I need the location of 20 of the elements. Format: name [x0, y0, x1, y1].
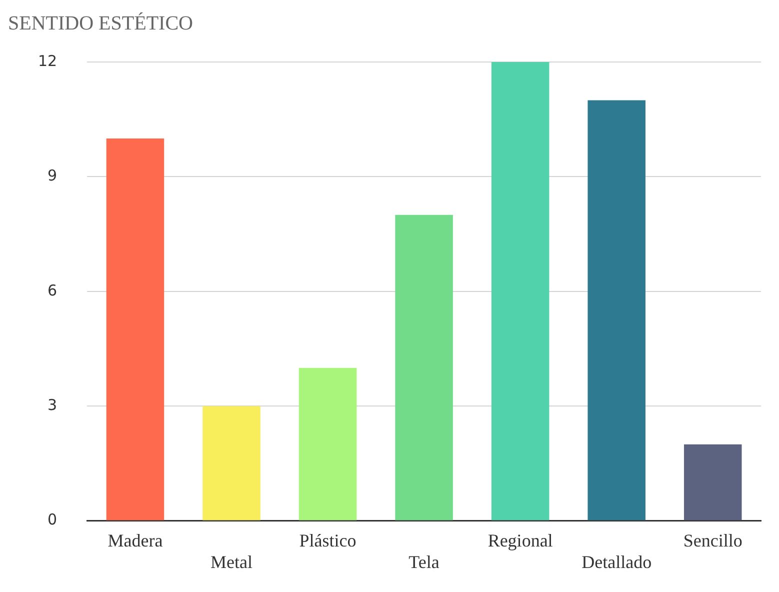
- x-tick-label: Tela: [408, 552, 440, 572]
- bar: [202, 406, 260, 520]
- bar: [298, 368, 357, 520]
- bar: [588, 100, 646, 520]
- y-tick-label: 12: [38, 52, 58, 70]
- y-tick-label: 9: [48, 166, 58, 185]
- x-tick-label: Madera: [108, 530, 163, 550]
- chart-title: SENTIDO ESTÉTICO: [8, 11, 193, 34]
- y-tick-label: 6: [48, 281, 58, 300]
- y-tick-label: 3: [48, 396, 58, 414]
- x-tick-label: Sencillo: [683, 530, 742, 550]
- x-tick-label: Plástico: [299, 530, 356, 550]
- bar: [106, 138, 164, 520]
- bar: [491, 62, 550, 520]
- bar: [395, 214, 453, 520]
- x-tick-label: Detallado: [582, 552, 652, 572]
- bar: [684, 444, 742, 520]
- y-tick-label: 0: [48, 510, 58, 529]
- x-tick-label: Metal: [210, 552, 252, 572]
- x-tick-label: Regional: [488, 530, 553, 550]
